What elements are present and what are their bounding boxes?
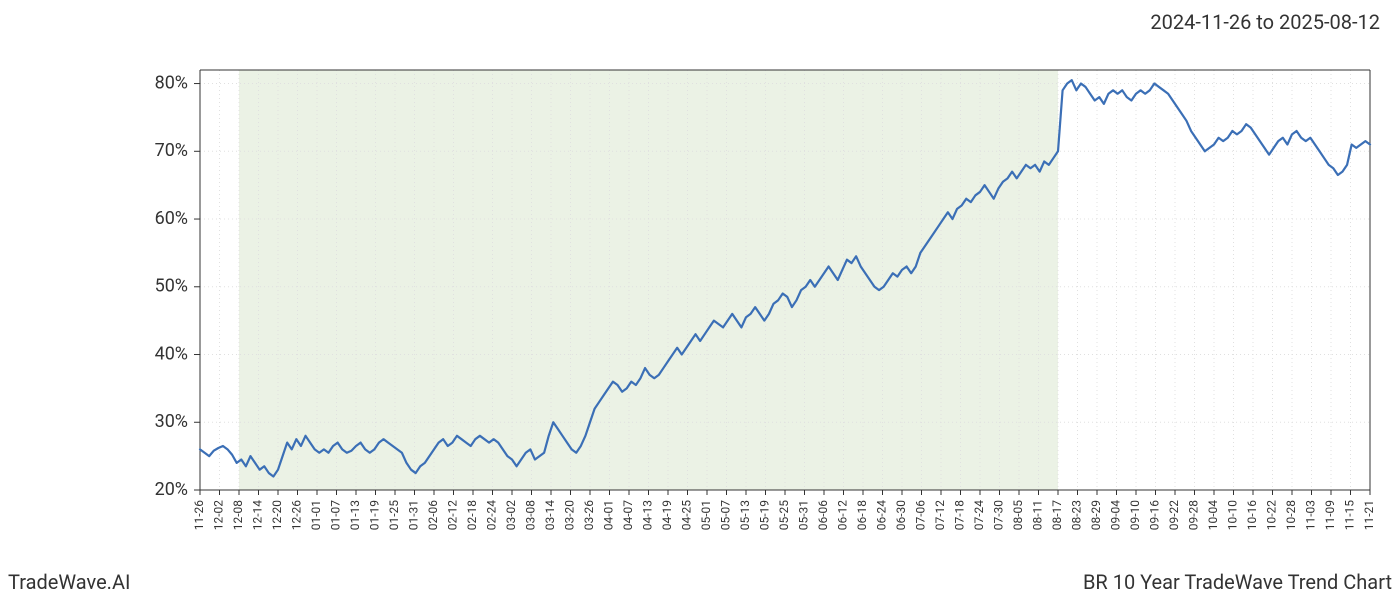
svg-text:09-10: 09-10 xyxy=(1128,500,1142,531)
svg-text:09-28: 09-28 xyxy=(1187,500,1201,531)
svg-text:10-28: 10-28 xyxy=(1284,500,1298,531)
svg-text:03-08: 03-08 xyxy=(524,500,538,531)
svg-text:05-31: 05-31 xyxy=(797,500,811,530)
svg-text:04-13: 04-13 xyxy=(641,500,655,530)
svg-text:03-20: 03-20 xyxy=(563,500,577,531)
svg-text:05-01: 05-01 xyxy=(699,500,713,530)
svg-text:01-25: 01-25 xyxy=(387,500,401,531)
svg-text:60%: 60% xyxy=(155,208,188,229)
svg-text:08-11: 08-11 xyxy=(1031,500,1045,530)
trend-line-chart: 20% 30% 40% 50% 60% 70% 80% 11-26 12-02 12-08 12-1… xyxy=(130,70,1370,560)
chart-plot-area: 20%30%40%50%60%70%80%11-2612-0212-0812-1… xyxy=(200,70,1370,490)
svg-text:04-19: 04-19 xyxy=(660,500,674,530)
svg-text:12-02: 12-02 xyxy=(212,500,226,531)
svg-text:06-12: 06-12 xyxy=(836,500,850,531)
svg-text:50%: 50% xyxy=(155,276,188,297)
svg-text:10-04: 10-04 xyxy=(1206,500,1220,531)
brand-label: TradeWave.AI xyxy=(8,570,130,594)
svg-text:12-14: 12-14 xyxy=(251,500,265,531)
svg-text:07-06: 07-06 xyxy=(914,500,928,531)
svg-text:11-03: 11-03 xyxy=(1304,500,1318,530)
svg-text:06-06: 06-06 xyxy=(816,500,830,531)
svg-text:11-21: 11-21 xyxy=(1362,500,1376,530)
svg-text:01-19: 01-19 xyxy=(368,500,382,530)
svg-text:11-26: 11-26 xyxy=(192,500,206,531)
svg-text:05-07: 05-07 xyxy=(719,500,733,531)
svg-text:12-08: 12-08 xyxy=(231,500,245,531)
svg-text:07-12: 07-12 xyxy=(933,500,947,531)
svg-text:07-18: 07-18 xyxy=(953,500,967,531)
svg-text:03-26: 03-26 xyxy=(582,500,596,531)
svg-text:08-29: 08-29 xyxy=(1089,500,1103,530)
chart-title: BR 10 Year TradeWave Trend Chart xyxy=(1083,570,1392,594)
svg-text:02-06: 02-06 xyxy=(426,500,440,531)
svg-text:12-26: 12-26 xyxy=(290,500,304,531)
svg-text:02-24: 02-24 xyxy=(485,500,499,531)
svg-text:70%: 70% xyxy=(155,140,188,161)
svg-text:03-02: 03-02 xyxy=(504,500,518,531)
svg-text:04-07: 04-07 xyxy=(621,500,635,531)
svg-text:11-15: 11-15 xyxy=(1343,500,1357,531)
svg-text:80%: 80% xyxy=(155,72,188,93)
svg-text:01-31: 01-31 xyxy=(407,500,421,530)
svg-text:10-22: 10-22 xyxy=(1265,500,1279,531)
svg-text:05-19: 05-19 xyxy=(758,500,772,530)
svg-text:08-17: 08-17 xyxy=(1050,500,1064,531)
svg-text:01-13: 01-13 xyxy=(348,500,362,530)
svg-text:08-05: 08-05 xyxy=(1011,500,1025,531)
svg-text:06-30: 06-30 xyxy=(894,500,908,531)
svg-text:05-13: 05-13 xyxy=(738,500,752,530)
svg-text:10-10: 10-10 xyxy=(1226,500,1240,531)
svg-text:09-22: 09-22 xyxy=(1167,500,1181,531)
svg-text:10-16: 10-16 xyxy=(1245,500,1259,531)
svg-text:09-04: 09-04 xyxy=(1109,500,1123,531)
svg-text:08-23: 08-23 xyxy=(1070,500,1084,530)
date-range-label: 2024-11-26 to 2025-08-12 xyxy=(1150,10,1380,34)
svg-text:30%: 30% xyxy=(155,411,188,432)
svg-text:09-16: 09-16 xyxy=(1148,500,1162,531)
svg-text:20%: 20% xyxy=(155,479,188,500)
svg-text:07-24: 07-24 xyxy=(972,500,986,531)
svg-text:01-07: 01-07 xyxy=(329,500,343,531)
svg-text:02-12: 02-12 xyxy=(446,500,460,531)
svg-text:40%: 40% xyxy=(155,343,188,364)
svg-text:12-20: 12-20 xyxy=(270,500,284,531)
svg-text:05-25: 05-25 xyxy=(777,500,791,531)
svg-text:04-25: 04-25 xyxy=(680,500,694,531)
svg-text:04-01: 04-01 xyxy=(602,500,616,530)
svg-text:06-18: 06-18 xyxy=(855,500,869,531)
svg-text:03-14: 03-14 xyxy=(543,500,557,531)
svg-text:02-18: 02-18 xyxy=(465,500,479,531)
svg-text:07-30: 07-30 xyxy=(992,500,1006,531)
svg-text:06-24: 06-24 xyxy=(875,500,889,531)
svg-text:01-01: 01-01 xyxy=(309,500,323,530)
svg-text:11-09: 11-09 xyxy=(1323,500,1337,530)
